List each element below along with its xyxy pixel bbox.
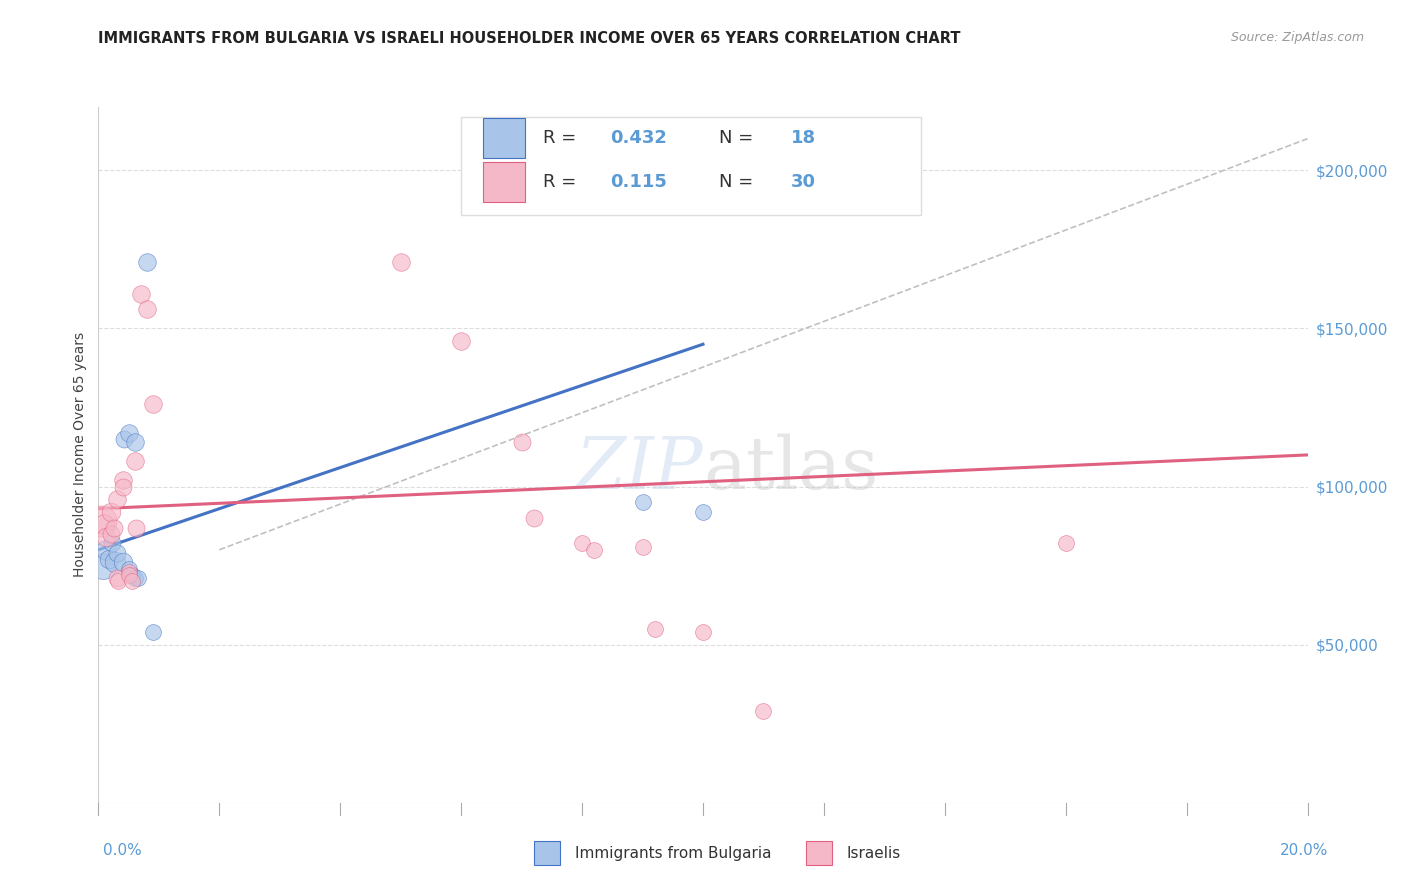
Text: 0.115: 0.115 (610, 173, 666, 191)
Point (571, 536, 593, 550)
Text: 18: 18 (792, 129, 817, 147)
Text: 30: 30 (792, 173, 817, 191)
Text: ZIP: ZIP (575, 434, 703, 504)
Text: IMMIGRANTS FROM BULGARIA VS ISRAELI HOUSEHOLDER INCOME OVER 65 YEARS CORRELATION: IMMIGRANTS FROM BULGARIA VS ISRAELI HOUS… (98, 31, 960, 46)
Text: N =: N = (718, 129, 759, 147)
FancyBboxPatch shape (482, 161, 526, 202)
Point (104, 556, 127, 570)
Text: 0.432: 0.432 (610, 129, 666, 147)
Point (118, 562, 141, 576)
Point (94, 530, 117, 544)
Point (100, 527, 122, 541)
Point (91, 558, 114, 573)
Point (118, 565, 141, 579)
Point (127, 571, 149, 585)
Text: 20.0%: 20.0% (1281, 843, 1329, 858)
Point (103, 521, 125, 535)
Text: N =: N = (718, 173, 759, 191)
Point (129, 286, 152, 301)
Point (125, 521, 148, 535)
FancyBboxPatch shape (461, 118, 921, 215)
Point (752, 704, 775, 718)
Point (510, 435, 533, 450)
Point (124, 435, 146, 450)
Point (142, 625, 165, 640)
Point (135, 302, 157, 317)
Point (389, 255, 412, 269)
Point (631, 495, 654, 509)
Point (90, 514, 112, 528)
Point (523, 511, 546, 525)
Y-axis label: Householder Income Over 65 years: Householder Income Over 65 years (73, 333, 87, 577)
Text: Source: ZipAtlas.com: Source: ZipAtlas.com (1230, 31, 1364, 45)
Point (111, 479, 134, 493)
Point (124, 454, 146, 468)
Text: R =: R = (543, 173, 588, 191)
Point (112, 432, 135, 446)
Point (450, 334, 472, 348)
Point (118, 568, 141, 582)
Point (105, 546, 128, 560)
Point (100, 536, 122, 550)
Point (1054, 536, 1077, 550)
FancyBboxPatch shape (534, 841, 561, 865)
Point (105, 571, 128, 585)
Point (111, 556, 134, 570)
Point (644, 622, 666, 636)
Text: R =: R = (543, 129, 582, 147)
Point (105, 492, 128, 507)
Text: 0.0%: 0.0% (103, 843, 142, 858)
Text: Immigrants from Bulgaria: Immigrants from Bulgaria (575, 846, 772, 861)
Point (107, 574, 129, 589)
Point (692, 625, 714, 640)
Point (98, 552, 121, 566)
Point (100, 505, 122, 519)
FancyBboxPatch shape (806, 841, 832, 865)
Point (631, 540, 654, 554)
Point (692, 505, 714, 519)
Point (142, 397, 165, 411)
Point (94, 542, 117, 557)
Point (583, 542, 606, 557)
Point (135, 255, 157, 269)
FancyBboxPatch shape (482, 118, 526, 159)
Point (124, 571, 146, 585)
Text: Israelis: Israelis (846, 846, 901, 861)
Point (93, 517, 115, 532)
Text: atlas: atlas (703, 434, 879, 504)
Point (121, 568, 143, 582)
Point (118, 425, 141, 440)
Point (111, 473, 134, 487)
Point (121, 574, 143, 589)
